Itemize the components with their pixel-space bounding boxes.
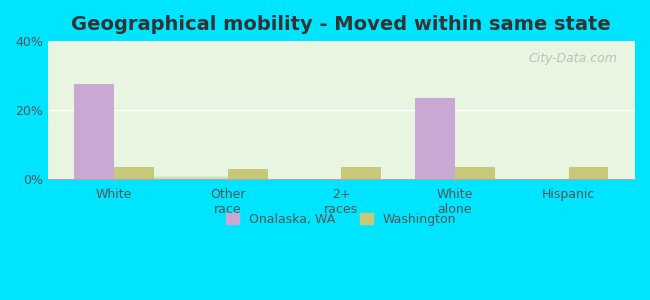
- Bar: [75, 84, 114, 179]
- Bar: [341, 167, 381, 179]
- Text: City-Data.com: City-Data.com: [528, 52, 618, 65]
- Bar: [227, 169, 268, 179]
- Title: Geographical mobility - Moved within same state: Geographical mobility - Moved within sam…: [72, 15, 611, 34]
- Bar: [415, 98, 455, 179]
- Bar: [569, 167, 608, 179]
- Bar: [455, 167, 495, 179]
- Bar: [114, 167, 154, 179]
- Legend: Onalaska, WA, Washington: Onalaska, WA, Washington: [222, 208, 462, 231]
